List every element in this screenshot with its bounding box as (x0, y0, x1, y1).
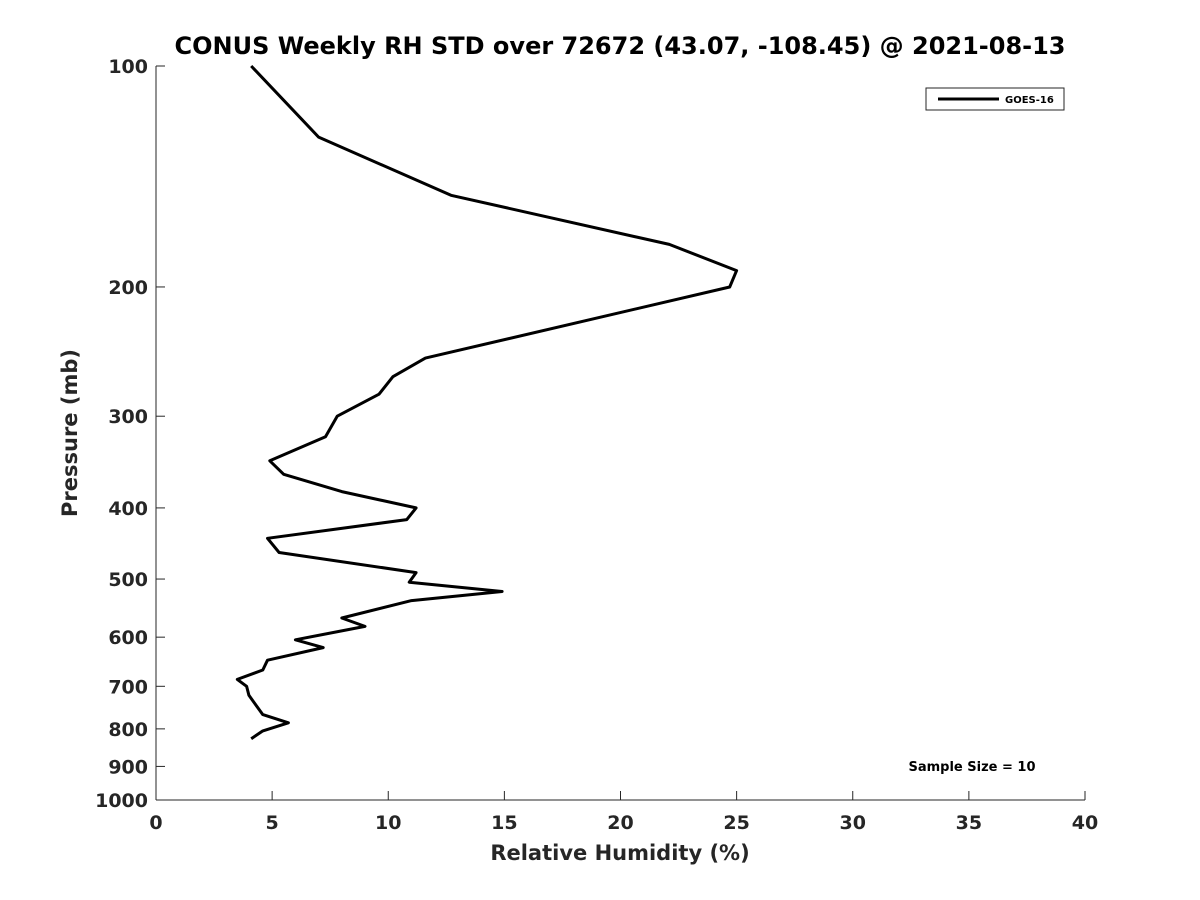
x-axis-ticks: 0 5 10 15 20 25 30 35 40 (149, 791, 1098, 834)
y-tick-label: 100 (108, 56, 148, 78)
chart-title: CONUS Weekly RH STD over 72672 (43.07, -… (174, 32, 1065, 60)
legend: GOES-16 (925, 87, 1065, 111)
x-tick-label: 35 (956, 812, 982, 834)
x-tick-label: 15 (491, 812, 517, 834)
y-tick-label: 900 (108, 756, 148, 778)
x-tick-label: 25 (723, 812, 749, 834)
y-axis-label: Pressure (mb) (58, 349, 82, 517)
x-tick-label: 20 (607, 812, 633, 834)
x-tick-label: 5 (266, 812, 279, 834)
y-tick-label: 600 (108, 627, 148, 649)
y-tick-label: 700 (108, 676, 148, 698)
x-tick-label: 0 (149, 812, 162, 834)
x-tick-label: 40 (1072, 812, 1098, 834)
y-tick-label: 400 (108, 498, 148, 520)
y-axis-ticks: 100 200 300 400 500 600 700 800 900 1000 (95, 56, 165, 812)
y-tick-label: 300 (108, 406, 148, 428)
x-axis-label: Relative Humidity (%) (490, 841, 749, 865)
x-tick-label: 30 (840, 812, 866, 834)
x-tick-label: 10 (375, 812, 401, 834)
sample-size-annotation: Sample Size = 10 (908, 760, 1035, 775)
y-tick-label: 200 (108, 277, 148, 299)
y-tick-label: 500 (108, 569, 148, 591)
legend-label-goes-16: GOES-16 (1005, 95, 1054, 106)
series-line-goes-16 (235, 64, 739, 740)
y-tick-label: 1000 (95, 790, 148, 812)
y-tick-label: 800 (108, 719, 148, 741)
